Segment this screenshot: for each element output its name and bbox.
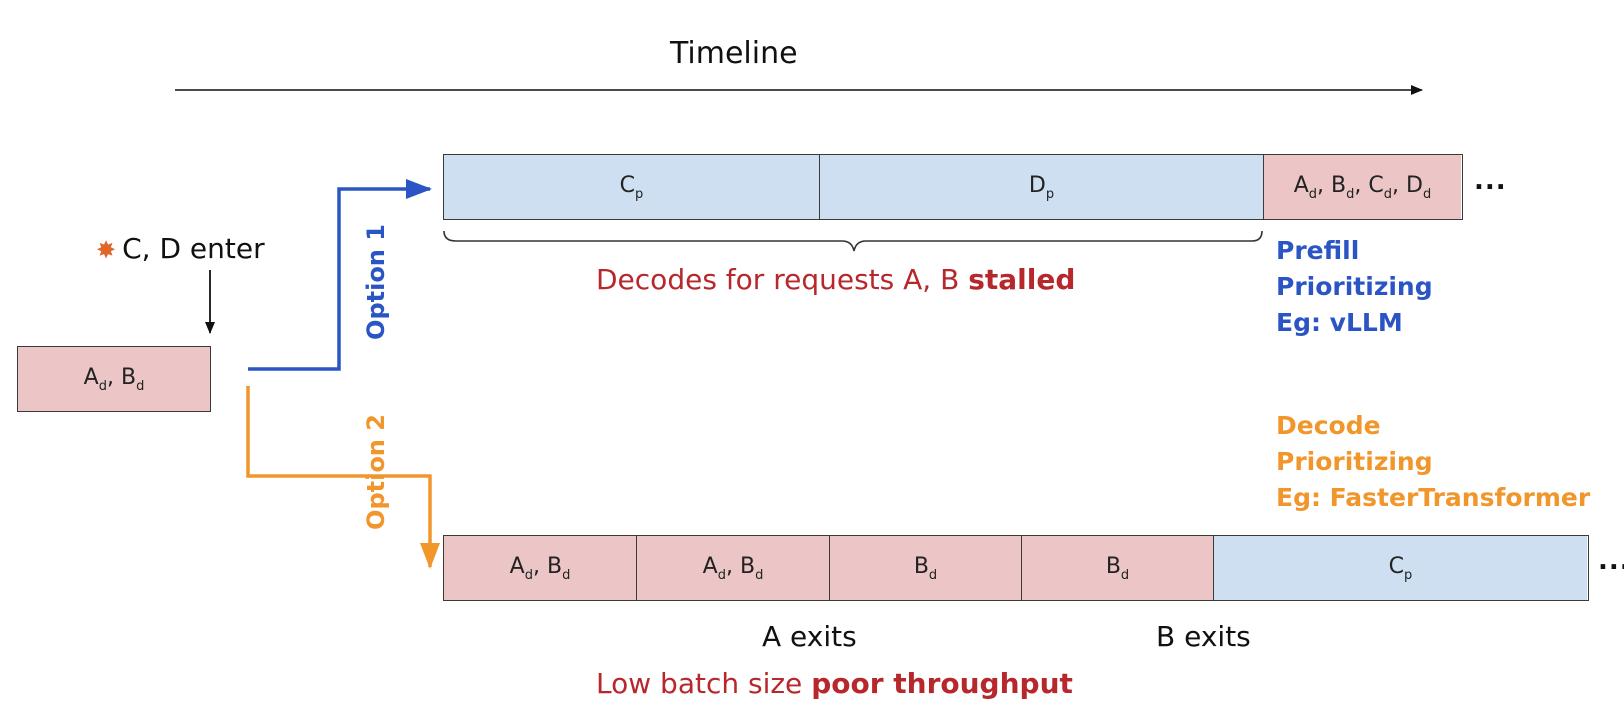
token-main: B bbox=[913, 553, 929, 579]
option1-ellipsis: ... bbox=[1474, 166, 1507, 196]
token-sub: d bbox=[562, 567, 571, 583]
timeline-cell: Bd bbox=[829, 536, 1021, 600]
token-main: A bbox=[1293, 172, 1309, 198]
option2-label: Option 2 bbox=[361, 414, 390, 530]
stall-note-prefix: Decodes for requests A, B bbox=[596, 263, 969, 296]
token-main: B bbox=[120, 364, 137, 390]
cell-label: Cp bbox=[620, 173, 644, 202]
token-main: C bbox=[1368, 172, 1384, 198]
token-sub: d bbox=[524, 567, 533, 583]
enter-event: ✸ C, D enter bbox=[96, 232, 265, 265]
token-main: D bbox=[1406, 172, 1423, 198]
token-sub: p bbox=[1404, 567, 1413, 583]
stall-brace bbox=[443, 230, 1263, 252]
option1-path bbox=[248, 179, 432, 371]
cell-label: Ad, Bd bbox=[509, 553, 571, 583]
throughput-note-bold: poor throughput bbox=[811, 667, 1073, 700]
option2-strategy-line1: Decode bbox=[1276, 411, 1381, 440]
timeline-cell: Cp bbox=[444, 155, 819, 219]
option1-strategy: Prefill Prioritizing Eg: vLLM bbox=[1276, 233, 1433, 341]
option2-path bbox=[246, 386, 440, 569]
cell-label: Ad, Bd, Cd, Dd bbox=[1293, 172, 1432, 202]
token-sub: d bbox=[1120, 567, 1130, 583]
token-sub: p bbox=[635, 186, 644, 202]
start-box: Ad, Bd bbox=[17, 346, 211, 412]
token-sub: d bbox=[1308, 186, 1318, 202]
option1-label: Option 1 bbox=[361, 224, 390, 340]
token-main: B bbox=[546, 553, 563, 579]
option1-strategy-line2: Prioritizing bbox=[1276, 272, 1433, 301]
token-sub: d bbox=[1423, 186, 1432, 202]
token-main: A bbox=[509, 553, 525, 579]
cell-label: Bd bbox=[914, 554, 937, 583]
token-sub: d bbox=[755, 567, 764, 583]
throughput-note-prefix: Low batch size bbox=[596, 667, 812, 700]
token-main: A bbox=[702, 553, 718, 579]
stall-note: Decodes for requests A, B stalled bbox=[596, 263, 1075, 296]
token-main: B bbox=[739, 553, 756, 579]
cell-label: Ad, Bd bbox=[702, 553, 764, 583]
option2-strategy: Decode Prioritizing Eg: FasterTransforme… bbox=[1276, 408, 1590, 516]
timeline-label: Timeline bbox=[670, 36, 798, 71]
token-sub: d bbox=[1383, 186, 1393, 202]
option2-strategy-line2: Prioritizing bbox=[1276, 447, 1433, 476]
token-main: A bbox=[83, 364, 99, 390]
option1-strategy-line1: Prefill bbox=[1276, 236, 1360, 265]
token-main: C bbox=[1388, 553, 1405, 579]
collision-icon: ✸ bbox=[96, 236, 117, 264]
option2-ellipsis: ... bbox=[1598, 546, 1624, 576]
b-exits-label: B exits bbox=[1156, 620, 1251, 653]
cell-label: Bd bbox=[1106, 554, 1129, 583]
cell-label: Cp bbox=[1389, 554, 1413, 583]
timeline-cell: Ad, Bd bbox=[636, 536, 829, 600]
timeline-cell: Cp bbox=[1213, 536, 1587, 600]
token-sub: p bbox=[1045, 186, 1055, 202]
option1-strategy-line3: Eg: vLLM bbox=[1276, 308, 1403, 337]
token-main: B bbox=[1105, 553, 1121, 579]
token-sub: d bbox=[98, 378, 107, 394]
cell-label: Dp bbox=[1029, 173, 1054, 202]
token-main: C bbox=[619, 172, 636, 198]
token-sub: d bbox=[717, 567, 726, 583]
a-exits-label: A exits bbox=[762, 620, 857, 653]
enter-label: C, D enter bbox=[122, 232, 265, 265]
timeline-cell: Bd bbox=[1021, 536, 1213, 600]
token-main: D bbox=[1028, 172, 1046, 198]
token-sub: d bbox=[928, 567, 938, 583]
token-main: B bbox=[1331, 172, 1347, 198]
token-sub: d bbox=[136, 378, 145, 394]
option2-strategy-line3: Eg: FasterTransformer bbox=[1276, 483, 1591, 512]
timeline-cell: Ad, Bd, Cd, Dd bbox=[1263, 155, 1461, 219]
throughput-note: Low batch size poor throughput bbox=[596, 667, 1073, 700]
timeline-cell: Ad, Bd bbox=[444, 536, 636, 600]
token-sub: d bbox=[1346, 186, 1355, 202]
option1-timeline: Cp Dp Ad, Bd, Cd, Dd bbox=[443, 154, 1463, 220]
timeline-cell: Dp bbox=[819, 155, 1263, 219]
option2-timeline: Ad, Bd Ad, Bd Bd Bd Cp bbox=[443, 535, 1589, 601]
start-box-label: Ad, Bd bbox=[83, 364, 145, 394]
stall-note-bold: stalled bbox=[968, 263, 1076, 296]
